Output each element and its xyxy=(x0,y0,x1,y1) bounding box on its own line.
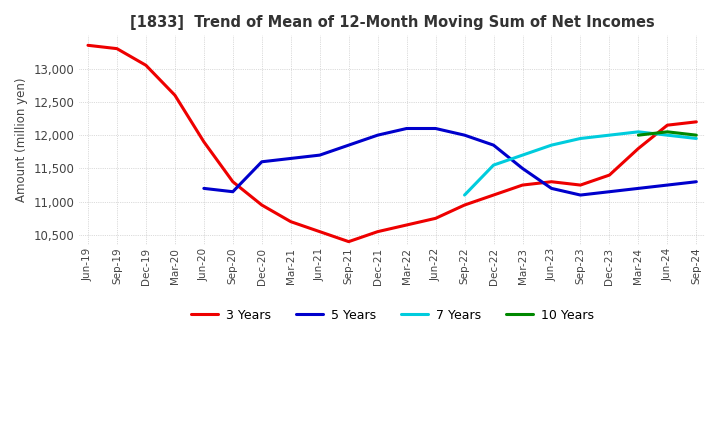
7 Years xyxy=(518,153,527,158)
5 Years xyxy=(258,159,266,165)
5 Years xyxy=(287,156,295,161)
3 Years xyxy=(287,219,295,224)
5 Years xyxy=(315,153,324,158)
10 Years xyxy=(663,129,672,135)
5 Years xyxy=(374,132,382,138)
3 Years xyxy=(431,216,440,221)
5 Years xyxy=(576,192,585,198)
3 Years xyxy=(199,139,208,144)
5 Years xyxy=(199,186,208,191)
5 Years xyxy=(489,143,498,148)
3 Years xyxy=(518,183,527,188)
5 Years xyxy=(344,143,353,148)
5 Years xyxy=(431,126,440,131)
7 Years xyxy=(605,132,613,138)
5 Years xyxy=(692,179,701,184)
3 Years xyxy=(344,239,353,244)
7 Years xyxy=(489,162,498,168)
5 Years xyxy=(518,166,527,171)
3 Years xyxy=(605,172,613,178)
Line: 10 Years: 10 Years xyxy=(639,132,696,135)
Line: 7 Years: 7 Years xyxy=(464,132,696,195)
3 Years xyxy=(84,43,92,48)
5 Years xyxy=(605,189,613,194)
7 Years xyxy=(460,192,469,198)
3 Years xyxy=(258,202,266,208)
3 Years xyxy=(228,179,237,184)
3 Years xyxy=(692,119,701,125)
3 Years xyxy=(402,222,411,227)
Line: 3 Years: 3 Years xyxy=(88,45,696,242)
3 Years xyxy=(663,122,672,128)
7 Years xyxy=(634,129,643,135)
3 Years xyxy=(374,229,382,234)
3 Years xyxy=(634,146,643,151)
5 Years xyxy=(547,186,556,191)
5 Years xyxy=(228,189,237,194)
3 Years xyxy=(576,183,585,188)
5 Years xyxy=(460,132,469,138)
7 Years xyxy=(576,136,585,141)
3 Years xyxy=(142,62,150,68)
Legend: 3 Years, 5 Years, 7 Years, 10 Years: 3 Years, 5 Years, 7 Years, 10 Years xyxy=(186,304,599,327)
7 Years xyxy=(547,143,556,148)
3 Years xyxy=(315,229,324,234)
Title: [1833]  Trend of Mean of 12-Month Moving Sum of Net Incomes: [1833] Trend of Mean of 12-Month Moving … xyxy=(130,15,654,30)
10 Years xyxy=(692,132,701,138)
7 Years xyxy=(692,136,701,141)
7 Years xyxy=(663,132,672,138)
3 Years xyxy=(489,192,498,198)
10 Years xyxy=(634,132,643,138)
5 Years xyxy=(634,186,643,191)
3 Years xyxy=(547,179,556,184)
Y-axis label: Amount (million yen): Amount (million yen) xyxy=(15,78,28,202)
Line: 5 Years: 5 Years xyxy=(204,128,696,195)
3 Years xyxy=(460,202,469,208)
5 Years xyxy=(402,126,411,131)
3 Years xyxy=(171,92,179,98)
5 Years xyxy=(663,183,672,188)
3 Years xyxy=(112,46,121,51)
